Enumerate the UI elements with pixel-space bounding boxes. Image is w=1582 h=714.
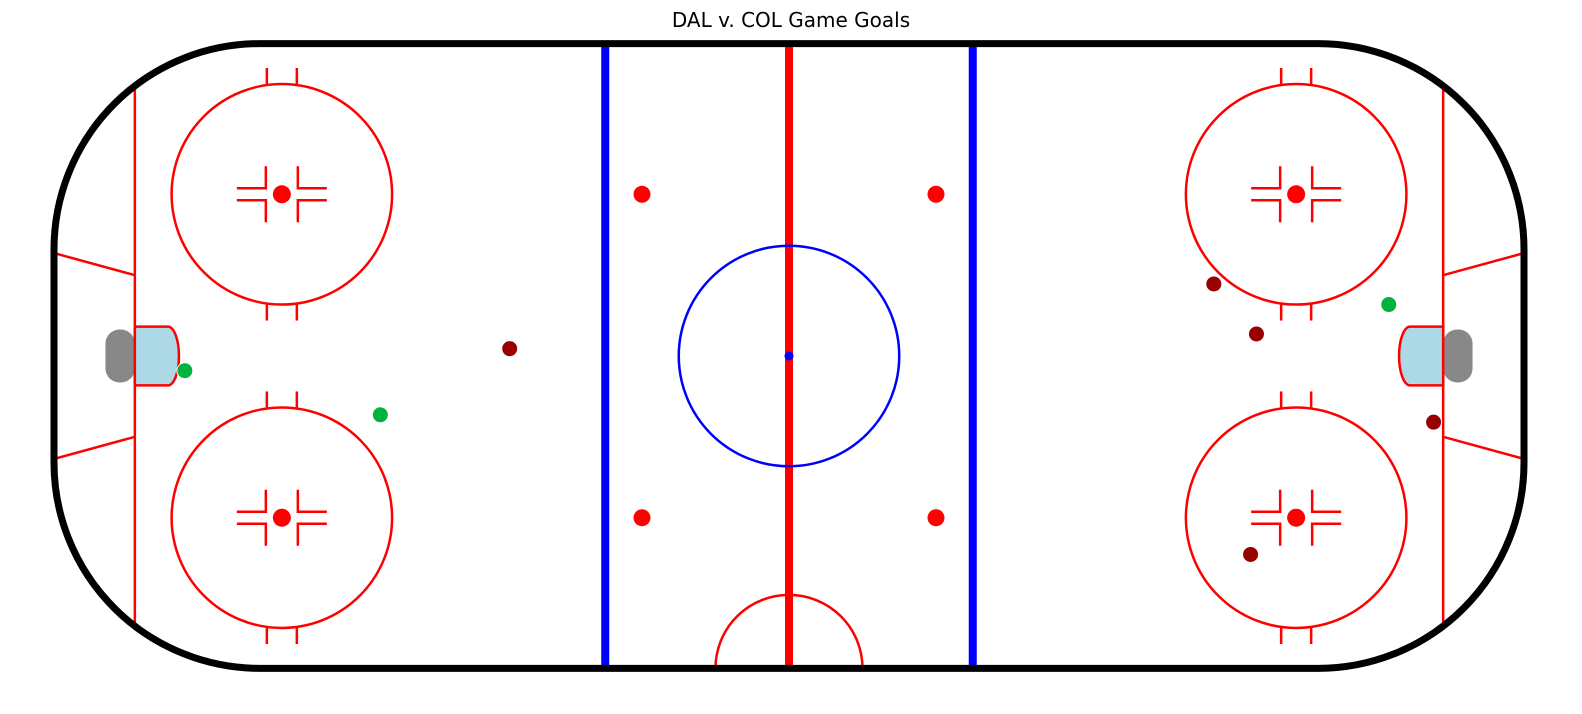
end-zone-faceoff-circle: [1184, 406, 1408, 630]
faceoff-l-marker: [1251, 489, 1282, 513]
end-zone-faceoff-dot: [1287, 508, 1306, 527]
neutral-zone-faceoff-dot: [927, 509, 945, 527]
goal-marker: [1242, 545, 1260, 563]
goal-marker: [1425, 413, 1443, 431]
faceoff-l-marker: [1310, 489, 1342, 513]
neutral-zone-faceoff-dot: [633, 185, 651, 203]
end-zone-faceoff-dot: [1287, 185, 1306, 204]
goal-marker: [371, 406, 389, 424]
end-zone-faceoff-circle: [170, 82, 394, 306]
end-zone-faceoff-group: [1184, 68, 1408, 321]
faceoff-l-marker: [1251, 166, 1282, 190]
rink-markings: [54, 43, 1524, 669]
goal-marker: [1247, 325, 1265, 343]
left-goal-net: [105, 329, 135, 383]
trapezoid-line-bottom: [54, 435, 136, 461]
left-goal-crease: [133, 325, 181, 387]
trapezoid-line-top: [54, 251, 136, 277]
faceoff-l-marker: [1251, 199, 1282, 223]
goal-marker: [1205, 275, 1223, 293]
end-zone-faceoff-circle: [1184, 82, 1408, 306]
goal-marker: [501, 340, 519, 358]
center-faceoff-circle: [677, 244, 901, 468]
goal-markers: [176, 275, 1443, 563]
trapezoid-line-top: [1442, 251, 1524, 277]
trapezoid-line-bottom: [1442, 435, 1524, 461]
faceoff-l-marker: [236, 489, 268, 513]
right-goal-net: [1443, 329, 1473, 383]
end-zone-faceoff-group: [170, 68, 394, 321]
goal-marker: [176, 362, 194, 380]
right-goal-crease: [1397, 325, 1445, 387]
end-zone-faceoff-circle: [170, 406, 394, 630]
faceoff-l-marker: [236, 166, 268, 190]
chart-title: DAL v. COL Game Goals: [671, 8, 911, 32]
faceoff-l-marker: [1251, 522, 1282, 546]
faceoff-l-marker: [296, 166, 327, 190]
faceoff-l-marker: [1310, 199, 1342, 223]
faceoff-l-marker: [296, 199, 327, 223]
faceoff-l-marker: [1310, 522, 1342, 546]
faceoff-l-marker: [236, 199, 268, 223]
rink-boards: [50, 40, 1528, 672]
end-zone-faceoff-dot: [272, 185, 291, 204]
goal-marker: [1380, 296, 1398, 314]
center-faceoff-dot: [784, 351, 794, 361]
faceoff-l-marker: [1310, 166, 1342, 190]
end-zone-faceoff-group: [1184, 391, 1408, 644]
neutral-zone-faceoff-dot: [633, 509, 651, 527]
neutral-zone-faceoff-dot: [927, 185, 945, 203]
end-zone-faceoff-dot: [272, 508, 291, 527]
end-zone-faceoff-group: [170, 391, 394, 644]
faceoff-l-marker: [236, 522, 268, 546]
faceoff-l-marker: [296, 489, 327, 513]
faceoff-l-marker: [296, 522, 327, 546]
